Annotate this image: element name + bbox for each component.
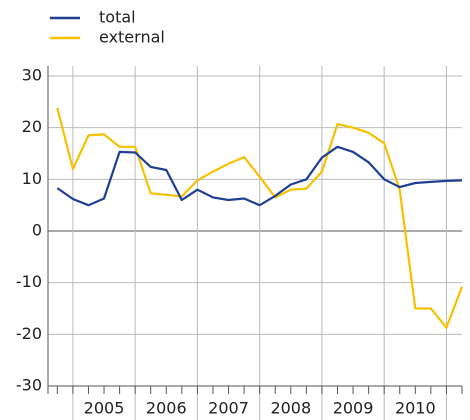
x-tick-label: 2007 (208, 399, 249, 418)
legend-label: total (99, 8, 136, 27)
legend-label: external (99, 28, 165, 47)
y-tick-label: 20 (22, 117, 42, 136)
y-tick-label: -30 (16, 376, 42, 395)
y-tick-label: 0 (32, 221, 42, 240)
y-tick-label: -10 (16, 272, 42, 291)
series-line (56, 107, 464, 329)
x-tick-label: 2008 (270, 399, 311, 418)
x-tick-label: 2005 (84, 399, 125, 418)
x-tick-label: 2009 (333, 399, 374, 418)
y-tick-label: 10 (22, 169, 42, 188)
series-line (56, 145, 463, 207)
y-tick-label: -20 (16, 324, 42, 343)
x-tick-label: 2010 (395, 399, 436, 418)
x-tick-label: 2006 (146, 399, 187, 418)
y-tick-label: 30 (22, 66, 42, 85)
